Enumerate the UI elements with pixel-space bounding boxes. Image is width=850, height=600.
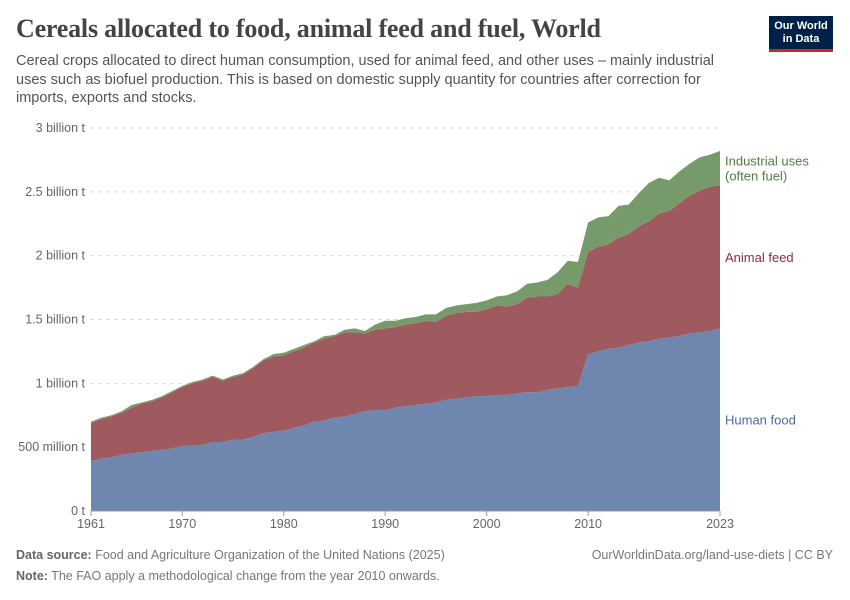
- note: Note: The FAO apply a methodological cha…: [16, 569, 440, 583]
- legend-label: Human food: [725, 413, 796, 428]
- y-tick-label: 2.5 billion t: [25, 185, 85, 199]
- x-tick-label: 1990: [371, 517, 399, 531]
- x-tick-label: 1970: [168, 517, 196, 531]
- data-source: Data source: Food and Agriculture Organi…: [16, 548, 445, 562]
- legend-label: (often fuel): [725, 169, 787, 184]
- source-label: Data source:: [16, 548, 92, 562]
- y-tick-label: 0 t: [71, 504, 85, 518]
- x-tick-label: 1980: [270, 517, 298, 531]
- x-tick-label: 2000: [473, 517, 501, 531]
- y-tick-label: 500 million t: [18, 440, 85, 454]
- x-tick-label: 2023: [706, 517, 734, 531]
- area-series-animal-feed: [91, 185, 720, 462]
- note-label: Note:: [16, 569, 48, 583]
- y-tick-label: 3 billion t: [36, 121, 86, 135]
- legend-label: Industrial uses: [725, 154, 809, 169]
- legend-label: Animal feed: [725, 250, 794, 265]
- source-url[interactable]: OurWorldinData.org/land-use-diets | CC B…: [591, 548, 833, 562]
- source-text[interactable]: Food and Agriculture Organization of the…: [95, 548, 445, 562]
- area-series-human-food: [91, 328, 720, 511]
- chart-subtitle: Cereal crops allocated to direct human c…: [16, 53, 714, 106]
- y-tick-label: 1.5 billion t: [25, 313, 85, 327]
- x-tick-label: 1961: [77, 517, 105, 531]
- owid-logo[interactable]: Our World in Data: [769, 16, 833, 52]
- y-tick-label: 2 billion t: [36, 249, 86, 263]
- note-text: The FAO apply a methodological change fr…: [51, 569, 440, 583]
- y-tick-label: 1 billion t: [36, 376, 86, 390]
- x-tick-label: 2010: [574, 517, 602, 531]
- chart-title: Cereals allocated to food, animal feed a…: [16, 14, 601, 43]
